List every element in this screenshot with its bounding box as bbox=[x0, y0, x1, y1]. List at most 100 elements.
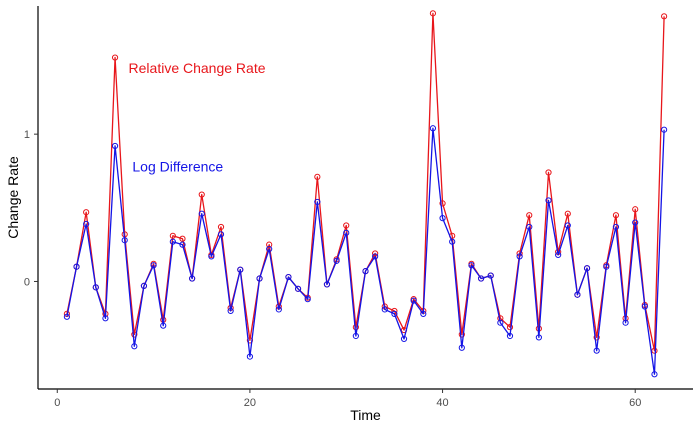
log-difference-point bbox=[603, 263, 610, 270]
log-difference-point bbox=[420, 310, 427, 317]
log-difference-point bbox=[487, 272, 494, 279]
log-difference-point bbox=[63, 313, 70, 320]
series-layer bbox=[63, 10, 668, 378]
relative-change-rate-point bbox=[266, 241, 273, 248]
y-tick-label: 1 bbox=[24, 129, 30, 141]
x-tick-label: 0 bbox=[54, 397, 60, 409]
log-difference-point bbox=[140, 282, 148, 289]
log-difference-point bbox=[256, 275, 263, 282]
log-difference-point bbox=[612, 223, 620, 231]
log-difference-point bbox=[179, 241, 186, 248]
annotation-label: Relative Change Rate bbox=[129, 60, 266, 76]
relative-change-rate-point bbox=[83, 209, 90, 216]
relative-change-rate-point bbox=[314, 173, 321, 180]
log-difference-point bbox=[73, 263, 80, 270]
log-difference-point bbox=[208, 253, 215, 260]
log-difference-point bbox=[439, 215, 446, 222]
log-difference-point bbox=[189, 275, 196, 282]
log-difference-point bbox=[131, 343, 138, 350]
log-difference-point bbox=[468, 262, 475, 269]
relative-change-rate-point bbox=[526, 212, 533, 219]
axes bbox=[37, 6, 693, 390]
log-difference-point bbox=[294, 285, 302, 292]
log-difference-point bbox=[391, 310, 398, 317]
log-difference-point bbox=[651, 371, 658, 378]
log-difference-point bbox=[632, 219, 639, 226]
log-difference-point bbox=[400, 335, 408, 343]
relative-change-rate-point bbox=[564, 210, 571, 217]
log-difference-point bbox=[429, 125, 437, 132]
log-difference-line bbox=[66, 127, 665, 375]
log-difference-point bbox=[266, 245, 273, 253]
x-tick-label: 60 bbox=[629, 397, 641, 409]
log-difference-point bbox=[111, 142, 119, 150]
x-axis-title: Time bbox=[350, 407, 381, 423]
relative-change-rate-point bbox=[545, 169, 552, 176]
log-difference-point bbox=[506, 332, 514, 340]
log-difference-point bbox=[333, 257, 340, 264]
log-difference-point bbox=[564, 222, 571, 229]
relative-change-rate-point bbox=[593, 334, 600, 341]
log-difference-point bbox=[641, 303, 648, 310]
relative-change-rate-point bbox=[179, 235, 186, 242]
relative-change-rate-point bbox=[198, 191, 205, 198]
log-difference-point bbox=[314, 198, 321, 206]
log-difference-point bbox=[545, 197, 552, 204]
log-difference-point bbox=[275, 306, 282, 313]
annotations: Relative Change Rate Log Difference bbox=[129, 60, 266, 175]
y-ticks: 01 bbox=[24, 129, 38, 288]
log-difference-point bbox=[237, 266, 244, 273]
log-difference-point bbox=[246, 353, 254, 360]
relative-change-rate-point bbox=[661, 13, 668, 20]
log-difference-point bbox=[526, 223, 533, 231]
relative-change-rate-point bbox=[169, 232, 176, 239]
log-difference-point bbox=[227, 307, 234, 315]
relative-change-rate-point bbox=[111, 54, 119, 61]
log-difference-point bbox=[362, 268, 369, 275]
relative-change-rate-point bbox=[506, 324, 514, 331]
log-difference-point bbox=[169, 238, 176, 245]
log-difference-point bbox=[102, 315, 109, 322]
log-difference-point bbox=[449, 238, 456, 245]
relative-change-rate-point bbox=[343, 222, 350, 229]
log-difference-point bbox=[574, 291, 581, 298]
log-difference-point bbox=[150, 262, 157, 269]
relative-change-rate-point bbox=[632, 206, 639, 213]
log-difference-point bbox=[83, 220, 90, 228]
log-difference-point bbox=[555, 251, 562, 259]
log-difference-point bbox=[410, 297, 417, 304]
x-tick-label: 40 bbox=[436, 397, 448, 409]
log-difference-point bbox=[121, 237, 128, 244]
log-difference-point bbox=[458, 344, 465, 351]
log-difference-point bbox=[92, 284, 99, 291]
log-difference-point bbox=[352, 332, 359, 340]
relative-change-rate-point bbox=[612, 212, 620, 219]
log-difference-point bbox=[583, 265, 591, 272]
annotation-label: Log Difference bbox=[132, 159, 223, 175]
relative-change-rate-point bbox=[429, 10, 437, 17]
log-difference-point bbox=[285, 273, 292, 281]
relative-change-rate-point bbox=[131, 331, 138, 338]
log-difference-point bbox=[372, 253, 379, 260]
series-log-difference bbox=[63, 125, 668, 378]
log-difference-point bbox=[343, 229, 350, 236]
log-difference-point bbox=[497, 319, 504, 326]
y-axis-title: Change Rate bbox=[5, 156, 21, 239]
log-difference-point bbox=[198, 210, 205, 217]
log-difference-point bbox=[323, 281, 331, 288]
relative-change-rate-point bbox=[458, 331, 465, 338]
log-difference-point bbox=[661, 126, 668, 133]
log-difference-point bbox=[304, 296, 311, 303]
log-difference-point bbox=[160, 322, 167, 329]
log-difference-point bbox=[217, 231, 225, 238]
log-difference-point bbox=[622, 319, 629, 326]
relative-change-rate-point bbox=[439, 200, 446, 207]
x-ticks: 0 20 40 60 bbox=[54, 389, 641, 409]
log-difference-point bbox=[593, 347, 600, 354]
log-difference-point bbox=[516, 253, 523, 260]
relative-change-rate-point bbox=[217, 223, 225, 231]
log-difference-point bbox=[381, 306, 388, 313]
log-difference-point bbox=[477, 275, 485, 282]
x-tick-label: 20 bbox=[244, 397, 256, 409]
